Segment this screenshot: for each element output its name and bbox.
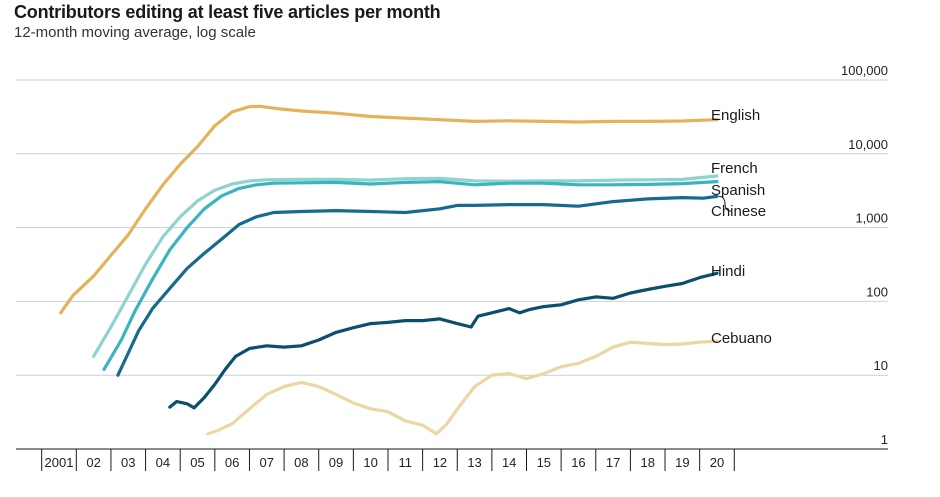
x-tick-label: 05 (190, 455, 204, 470)
grid-lines: 1 10 100 1,000 10,000 100,000 (16, 63, 888, 447)
x-axis: 2001 02 03 04 05 06 07 08 09 10 11 12 13 14 15 16 17 18 19… (16, 448, 888, 471)
x-tick-label: 09 (329, 455, 343, 470)
series-label-cebuano: Cebuano (711, 330, 772, 347)
series-lines (59, 104, 719, 436)
x-tick-label: 03 (121, 455, 135, 470)
series-label-english: English (711, 107, 760, 124)
x-tick-label: 15 (537, 455, 551, 470)
series-line-hindi (168, 271, 719, 410)
series-label-spanish: Spanish (711, 182, 765, 199)
series-label-french: French (711, 160, 758, 177)
x-tick-label: 08 (294, 455, 308, 470)
chart-subtitle: 12-month moving average, log scale (14, 24, 256, 41)
x-tick-label: 13 (467, 455, 481, 470)
x-tick-label: 07 (260, 455, 274, 470)
y-tick-label: 100 (866, 284, 888, 299)
series-line-french (92, 174, 719, 358)
x-tick-label: 19 (675, 455, 689, 470)
x-tick-label: 20 (710, 455, 724, 470)
x-tick-label: 16 (571, 455, 585, 470)
x-tick-label: 10 (363, 455, 377, 470)
x-tick-label: 14 (502, 455, 516, 470)
chinese-leader-line (718, 195, 732, 212)
series-labels: English French Spanish Chinese Hindi Cebuano (711, 107, 772, 347)
series-line-cebuano (206, 339, 719, 436)
x-tick-label: 12 (433, 455, 447, 470)
y-tick-label: 10 (874, 358, 888, 373)
y-tick-label: 10,000 (848, 137, 888, 152)
x-tick-label: 2001 (45, 455, 74, 470)
series-label-chinese: Chinese (711, 203, 766, 220)
series-label-hindi: Hindi (711, 263, 745, 280)
series-line-english (59, 104, 719, 315)
series-line-spanish (102, 180, 719, 371)
y-tick-label: 1,000 (855, 211, 888, 226)
y-tick-label: 1 (881, 432, 888, 447)
series-line-chinese (116, 194, 719, 377)
x-tick-label: 02 (86, 455, 100, 470)
x-tick-label: 04 (156, 455, 170, 470)
x-tick-label: 17 (606, 455, 620, 470)
x-tick-label: 11 (399, 455, 413, 470)
x-tick-label: 18 (640, 455, 654, 470)
x-tick-label: 06 (225, 455, 239, 470)
chart-title: Contributors editing at least five artic… (14, 2, 441, 22)
y-tick-label: 100,000 (841, 63, 888, 78)
